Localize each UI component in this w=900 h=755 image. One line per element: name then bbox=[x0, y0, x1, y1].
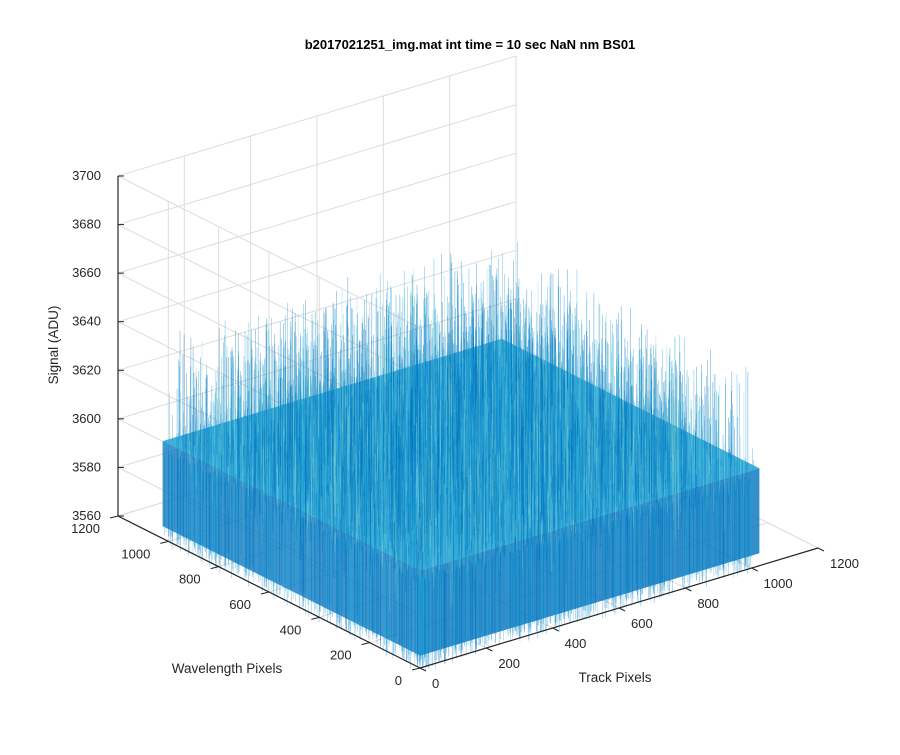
surface-plot bbox=[163, 242, 760, 670]
